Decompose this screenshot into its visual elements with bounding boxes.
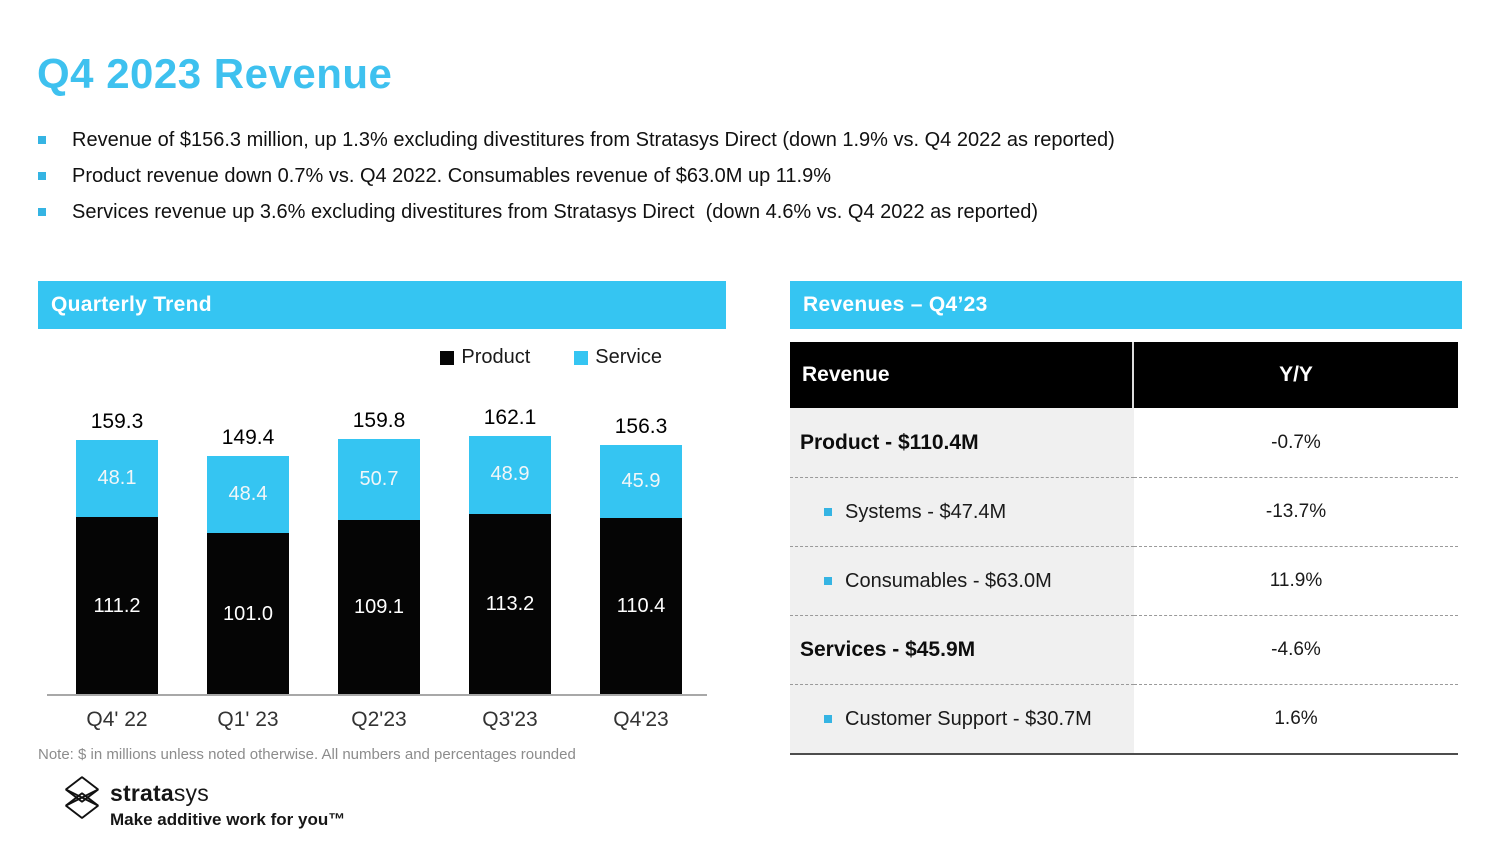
bar-segment-product: 113.2 (469, 513, 551, 695)
column-header-revenue: Revenue (790, 342, 1134, 408)
bullet-square-icon (38, 136, 46, 144)
logo-wordmark-bold: strata (110, 780, 174, 806)
table-row-yy: 11.9% (1134, 546, 1458, 615)
page-title: Q4 2023 Revenue (37, 50, 393, 97)
logo-text: stratasys Make additive work for you™ (110, 774, 345, 830)
table-row-yy: -0.7% (1134, 408, 1458, 477)
legend-label: Product (461, 346, 531, 368)
bullet-list: Revenue of $156.3 million, up 1.3% exclu… (38, 122, 1115, 230)
product-value-label: 113.2 (485, 592, 535, 615)
logo-tagline: Make additive work for you™ (110, 810, 346, 829)
sub-bullet-square-icon (824, 715, 832, 723)
x-axis-labels: Q4' 22 Q1' 23 Q2'23 Q3'23 Q4'23 (76, 708, 682, 732)
service-value-label: 48.9 (490, 463, 530, 486)
x-axis-tick-label: Q1' 23 (217, 708, 279, 731)
bar-total-label: 162.1 (483, 405, 537, 429)
bullet-item: Revenue of $156.3 million, up 1.3% exclu… (38, 122, 1115, 158)
bar-column: 162.1 48.9 113.2 (469, 406, 551, 695)
product-value-label: 110.4 (616, 595, 666, 618)
sub-bullet-square-icon (824, 577, 832, 585)
row-label-text: Customer Support - $30.7M (790, 708, 1092, 731)
bar-total-label: 159.8 (352, 409, 406, 433)
product-value-label: 111.2 (93, 594, 141, 617)
bar-segment-service: 48.1 (76, 440, 158, 518)
bar-total-label: 156.3 (614, 415, 668, 439)
column-header-yy: Y/Y (1134, 342, 1458, 408)
x-axis-tick-label: Q4' 22 (86, 708, 148, 731)
x-axis-tick-label: Q2'23 (351, 708, 407, 731)
bar-segment-product: 109.1 (338, 520, 420, 695)
bar-segment-service: 45.9 (600, 445, 682, 519)
legend-item-service: Service (574, 346, 662, 369)
bullet-text: Revenue of $156.3 million, up 1.3% exclu… (72, 128, 1115, 151)
table-row-label: Product - $110.4M (790, 408, 1134, 477)
logo-wordmark-light: sys (173, 780, 209, 806)
product-value-label: 109.1 (353, 596, 405, 619)
product-value-label: 101.0 (222, 602, 274, 625)
service-value-label: 48.4 (228, 483, 268, 506)
bar-column: 156.3 45.9 110.4 (600, 415, 682, 695)
bullet-square-icon (38, 208, 46, 216)
bullet-item: Product revenue down 0.7% vs. Q4 2022. C… (38, 158, 1115, 194)
service-value-label: 50.7 (359, 468, 399, 491)
bar-segment-product: 110.4 (600, 518, 682, 695)
x-axis-tick-label: Q3'23 (482, 708, 538, 731)
bar-total-label: 159.3 (90, 410, 144, 434)
service-value-label: 45.9 (621, 470, 661, 493)
table-row-yy: 1.6% (1134, 684, 1458, 753)
bar-column: 159.8 50.7 109.1 (338, 409, 420, 695)
revenue-table: Revenue Y/Y Product - $110.4M -0.7% System… (790, 342, 1458, 755)
bar-segment-service: 48.9 (469, 435, 551, 514)
bar-column: 159.3 48.1 111.2 (76, 410, 158, 695)
table-row-yy: -4.6% (1134, 615, 1458, 684)
bar-segment-service: 48.4 (207, 456, 289, 534)
bar-segment-service: 50.7 (338, 439, 420, 521)
table-panel-header: Revenues – Q4’23 (790, 281, 1462, 329)
table-row-label: Systems - $47.4M (790, 477, 1134, 546)
row-label-text: Systems - $47.4M (790, 501, 1006, 524)
service-value-label: 48.1 (97, 467, 137, 490)
row-label-text: Product - $110.4M (800, 430, 979, 454)
table-row-label: Customer Support - $30.7M (790, 684, 1134, 753)
bullet-square-icon (38, 172, 46, 180)
row-label-text: Services - $45.9M (800, 638, 976, 661)
service-swatch-icon (574, 350, 589, 365)
x-axis-tick-label: Q4'23 (613, 708, 669, 731)
footnote: Note: $ in millions unless noted otherwi… (38, 746, 576, 763)
legend-item-product: Product (440, 346, 530, 369)
bar-segment-product: 111.2 (76, 517, 158, 695)
logo-wordmark: stratasys (110, 782, 345, 805)
table-row-yy: -13.7% (1134, 477, 1458, 546)
bar-column: 149.4 48.4 101.0 (207, 426, 289, 695)
row-label-text: Consumables - $63.0M (790, 570, 1052, 593)
bar-chart: 159.3 48.1 111.2 149.4 48.4 101.0 159.8 50.7 109… (76, 385, 682, 695)
product-swatch-icon (440, 350, 455, 365)
chart-legend: Product Service (38, 346, 726, 369)
sub-bullet-square-icon (824, 508, 832, 516)
bar-segment-product: 101.0 (207, 533, 289, 695)
legend-label: Service (595, 346, 662, 368)
bullet-item: Services revenue up 3.6% excluding dives… (38, 194, 1115, 230)
bar-total-label: 149.4 (221, 426, 275, 450)
table-row-label: Consumables - $63.0M (790, 546, 1134, 615)
chart-panel-header: Quarterly Trend (38, 281, 726, 329)
bullet-text: Services revenue up 3.6% excluding dives… (72, 200, 1039, 223)
stratasys-logo: stratasys Make additive work for you™ (63, 774, 345, 830)
table-row-label: Services - $45.9M (790, 615, 1134, 684)
stratasys-logo-icon (63, 774, 101, 830)
bullet-text: Product revenue down 0.7% vs. Q4 2022. C… (72, 164, 831, 187)
x-axis-line (47, 694, 707, 696)
